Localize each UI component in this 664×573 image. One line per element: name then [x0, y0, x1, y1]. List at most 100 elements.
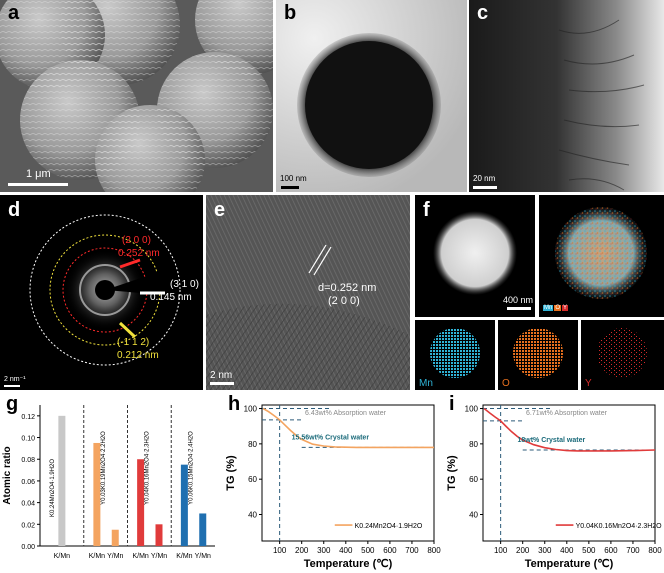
saed-ring-310 — [29, 214, 181, 366]
panel-letter-h: h — [228, 393, 241, 415]
panel-f-map-mn: Mn — [415, 320, 495, 390]
panel-f-map-o: O — [498, 320, 578, 390]
plot-frame — [482, 404, 656, 542]
x-tick-label: 400 — [339, 546, 353, 555]
ring-310-hkl: (3 1 0) — [170, 279, 199, 290]
x-tick-label: 600 — [383, 546, 397, 555]
y-tick-label: 100 — [244, 405, 258, 414]
panel-letter-a: a — [8, 2, 20, 24]
y-tick-label: 0.12 — [21, 414, 35, 421]
bar — [111, 529, 119, 546]
scale-bar-a — [8, 183, 68, 186]
x-tick-label: 500 — [361, 546, 375, 555]
annotation-crystal: 18wt% Crystal water — [518, 437, 586, 444]
panel-i-tg-chart: i 100 200 300 400 500 600 700 800 40 60 80 100 Tempe… — [443, 393, 664, 573]
bar — [180, 464, 188, 546]
scale-bar-e — [210, 382, 234, 385]
scale-label-e: 2 nm — [210, 370, 233, 381]
x-tick-label: 300 — [538, 546, 552, 555]
panel-c-tem-image: c 20 nm — [469, 0, 664, 192]
legend-y: Y — [562, 305, 569, 311]
x-tick-label: 100 — [494, 546, 508, 555]
bar — [58, 415, 66, 546]
x-tick-label: K/Mn — [176, 553, 192, 560]
scale-bar-c — [473, 186, 497, 189]
panel-b-tem-image: b 100 nm — [276, 0, 467, 192]
bar — [155, 524, 163, 546]
group-label: Y0.04K0.16Mn2O4·2.3H2O — [145, 431, 151, 505]
y-tick-label: 60 — [248, 475, 257, 484]
y-tick-label: 100 — [465, 405, 479, 414]
x-tick-label: 400 — [560, 546, 574, 555]
annotation-absorption: 6.71wt% Absorption water — [526, 410, 608, 417]
ring-200-d: 0.252 nm — [118, 248, 160, 259]
annotation-crystal: 15.56wt% Crystal water — [292, 434, 370, 441]
y-axis-label: TG (%) — [446, 455, 458, 491]
lattice-d-label: d=0.252 nm — [318, 282, 377, 294]
y-tick-label: 40 — [469, 511, 478, 520]
x-tick-label: Y/Mn — [195, 553, 211, 560]
legend-o: O — [554, 305, 562, 311]
panel-f-overlay: Mn O Y — [539, 195, 664, 317]
x-tick-label: 100 — [273, 546, 287, 555]
panel-d-saed: d (2 0 0) 0.252 nm (3 1 0) 0.145 nm (-1 … — [0, 195, 203, 390]
bar — [199, 513, 207, 546]
ring-112-hkl: (-1 1 2) — [117, 337, 150, 348]
x-axis-label: Temperature (℃) — [304, 558, 393, 570]
scale-label-d: 2 nm⁻¹ — [4, 376, 26, 383]
y-axis-label: Atomic ratio — [2, 446, 13, 504]
scale-label-b: 100 nm — [280, 174, 307, 183]
x-tick-label: Y/Mn — [151, 553, 167, 560]
bar — [137, 459, 145, 546]
x-axis-label: Temperature (℃) — [525, 558, 614, 570]
panel-f-haadf: f 400 nm — [415, 195, 535, 317]
scale-bar-d — [4, 385, 20, 387]
tg-curve — [483, 407, 656, 452]
arrow-112 — [118, 321, 137, 339]
lattice-hkl-label: (2 0 0) — [328, 295, 360, 307]
ring-112-d: 0.212 nm — [117, 350, 159, 361]
scale-bar-f — [507, 307, 531, 310]
y-tick-label: 0.06 — [21, 479, 35, 486]
panel-f-map-y: Y — [581, 320, 664, 390]
panel-letter-d: d — [8, 199, 21, 221]
plot-frame — [261, 404, 435, 542]
x-tick-label: 800 — [427, 546, 441, 555]
panel-letter-i: i — [449, 393, 455, 415]
panel-e-hrtem: e d=0.252 nm (2 0 0) 2 nm — [206, 195, 410, 390]
tg-chart-h: 100 200 300 400 500 600 700 800 40 60 80 100 Tempera… — [225, 404, 441, 570]
arrow-200 — [119, 258, 141, 269]
legend-mn: Mn — [543, 305, 554, 311]
haadf-image — [433, 211, 517, 295]
eds-overlay — [555, 207, 647, 299]
x-tick-label: 200 — [516, 546, 530, 555]
y-axis-label: TG (%) — [225, 455, 237, 491]
scale-label-f: 400 nm — [503, 295, 534, 305]
scale-label-a: 1 μm — [26, 168, 51, 180]
group-label: K0.24Mn2O4·1.9H2O — [50, 459, 56, 517]
x-tick-label: 300 — [317, 546, 331, 555]
tem-sphere — [276, 0, 467, 192]
y-tick-label: 0.00 — [21, 544, 35, 551]
overlay-legend: Mn O Y — [543, 305, 569, 311]
panel-letter-f: f — [423, 199, 430, 221]
panel-letter-e: e — [214, 199, 226, 221]
ring-200-hkl: (2 0 0) — [122, 235, 151, 246]
y-tick-label: 40 — [248, 511, 257, 520]
ring-310-d: 0.145 nm — [150, 292, 192, 303]
tg-chart-i: 100 200 300 400 500 600 700 800 40 60 80 100 Tempera… — [446, 404, 662, 570]
annotation-absorption: 6.43wt% Absorption water — [305, 410, 387, 417]
group-label: Y0.06K0.15Mn2O4·2.4H2O — [188, 431, 194, 505]
y-tick-label: 80 — [248, 440, 257, 449]
panel-letter-b: b — [284, 2, 297, 24]
group-label: Y0.03K0.19Mn2O4·2.2H2O — [101, 431, 107, 505]
y-tick-label: 60 — [469, 475, 478, 484]
panel-g-bar-chart: g 0.00 0.02 0.04 0.06 0.08 0.10 0.12 Atomic rat… — [0, 393, 222, 573]
saed-pattern — [29, 214, 181, 366]
sem-spheres — [0, 0, 273, 192]
tg-curve — [262, 407, 434, 449]
x-tick-label: 800 — [648, 546, 662, 555]
x-tick-label: 700 — [626, 546, 640, 555]
panel-letter-c: c — [477, 2, 489, 24]
panel-a-sem-image: a 1 μm — [0, 0, 273, 192]
